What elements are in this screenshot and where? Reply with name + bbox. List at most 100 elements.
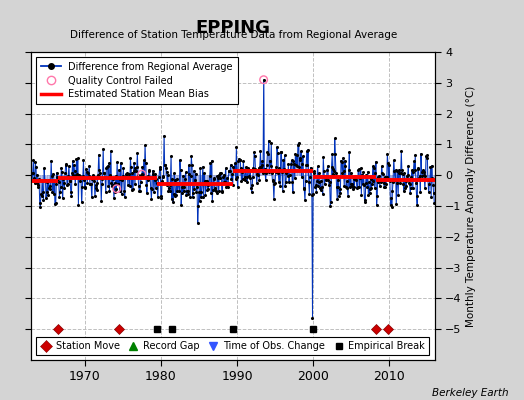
Point bbox=[354, 167, 363, 173]
Point bbox=[36, 204, 45, 210]
Point bbox=[244, 167, 252, 174]
Point bbox=[263, 148, 271, 155]
Point bbox=[180, 188, 188, 194]
Point bbox=[422, 154, 431, 161]
Point bbox=[141, 159, 150, 166]
Point bbox=[254, 164, 263, 171]
Point bbox=[416, 189, 424, 196]
Point bbox=[93, 180, 102, 186]
Point bbox=[256, 148, 265, 154]
Point bbox=[124, 174, 133, 180]
Point bbox=[196, 165, 204, 172]
Point bbox=[133, 149, 141, 156]
Point bbox=[398, 171, 407, 178]
Point bbox=[240, 167, 248, 173]
Point bbox=[340, 182, 348, 189]
Point bbox=[151, 171, 159, 177]
Point bbox=[302, 148, 311, 154]
Point bbox=[99, 146, 107, 152]
Point bbox=[145, 167, 154, 174]
Point bbox=[113, 159, 121, 166]
Point bbox=[193, 220, 202, 227]
Point bbox=[292, 152, 301, 158]
Point bbox=[213, 190, 221, 196]
Point bbox=[419, 167, 427, 174]
Point bbox=[345, 149, 354, 156]
Point bbox=[336, 190, 345, 196]
Point bbox=[328, 164, 336, 170]
Point bbox=[238, 169, 246, 176]
Point bbox=[364, 168, 372, 175]
Point bbox=[209, 175, 217, 182]
Point bbox=[33, 172, 41, 178]
Point bbox=[183, 188, 191, 194]
Point bbox=[330, 168, 339, 174]
Point bbox=[375, 172, 383, 179]
Point bbox=[58, 168, 66, 175]
Point bbox=[428, 162, 436, 169]
Point bbox=[205, 173, 214, 179]
Point bbox=[53, 174, 62, 180]
Point bbox=[299, 185, 308, 191]
Point bbox=[363, 184, 371, 190]
Point bbox=[384, 160, 392, 166]
Point bbox=[126, 183, 134, 189]
Point bbox=[151, 185, 160, 191]
Point bbox=[61, 162, 70, 168]
Point bbox=[102, 189, 110, 195]
Point bbox=[157, 193, 165, 200]
Point bbox=[150, 176, 159, 183]
Point bbox=[254, 172, 262, 178]
Point bbox=[387, 195, 395, 201]
Point bbox=[382, 181, 390, 187]
Point bbox=[227, 176, 235, 182]
Point bbox=[69, 172, 78, 178]
Point bbox=[295, 164, 303, 170]
Point bbox=[296, 155, 304, 161]
Point bbox=[262, 169, 270, 176]
Text: Berkeley Earth: Berkeley Earth bbox=[432, 388, 508, 398]
Point bbox=[304, 179, 313, 185]
Point bbox=[298, 161, 307, 167]
Point bbox=[355, 166, 363, 172]
Point bbox=[341, 158, 349, 164]
Point bbox=[403, 172, 411, 179]
Point bbox=[399, 181, 407, 187]
Point bbox=[155, 174, 163, 180]
Point bbox=[356, 175, 364, 181]
Point bbox=[246, 166, 255, 173]
Point bbox=[54, 176, 62, 182]
Point bbox=[226, 162, 235, 168]
Point bbox=[258, 158, 267, 164]
Point bbox=[377, 179, 385, 185]
Point bbox=[101, 174, 109, 181]
Point bbox=[247, 188, 256, 195]
Point bbox=[388, 188, 397, 194]
Point bbox=[312, 188, 321, 195]
Point bbox=[63, 180, 72, 187]
Point bbox=[409, 185, 417, 192]
Point bbox=[368, 181, 376, 187]
Point bbox=[322, 176, 331, 183]
Point bbox=[380, 184, 389, 190]
Point bbox=[300, 186, 309, 192]
Point bbox=[136, 188, 144, 194]
Point bbox=[130, 181, 139, 188]
Point bbox=[160, 132, 168, 139]
Point bbox=[278, 188, 287, 194]
Point bbox=[373, 202, 381, 208]
Point bbox=[103, 163, 112, 169]
Point bbox=[121, 194, 129, 200]
Point bbox=[322, 175, 330, 181]
Point bbox=[243, 179, 252, 185]
Point bbox=[257, 164, 265, 170]
Point bbox=[352, 174, 360, 180]
Point bbox=[202, 178, 211, 184]
Point bbox=[250, 149, 258, 156]
Point bbox=[428, 175, 436, 181]
Point bbox=[290, 175, 299, 181]
Point bbox=[316, 178, 325, 184]
Point bbox=[66, 178, 74, 184]
Point bbox=[405, 179, 413, 186]
Point bbox=[287, 161, 295, 168]
